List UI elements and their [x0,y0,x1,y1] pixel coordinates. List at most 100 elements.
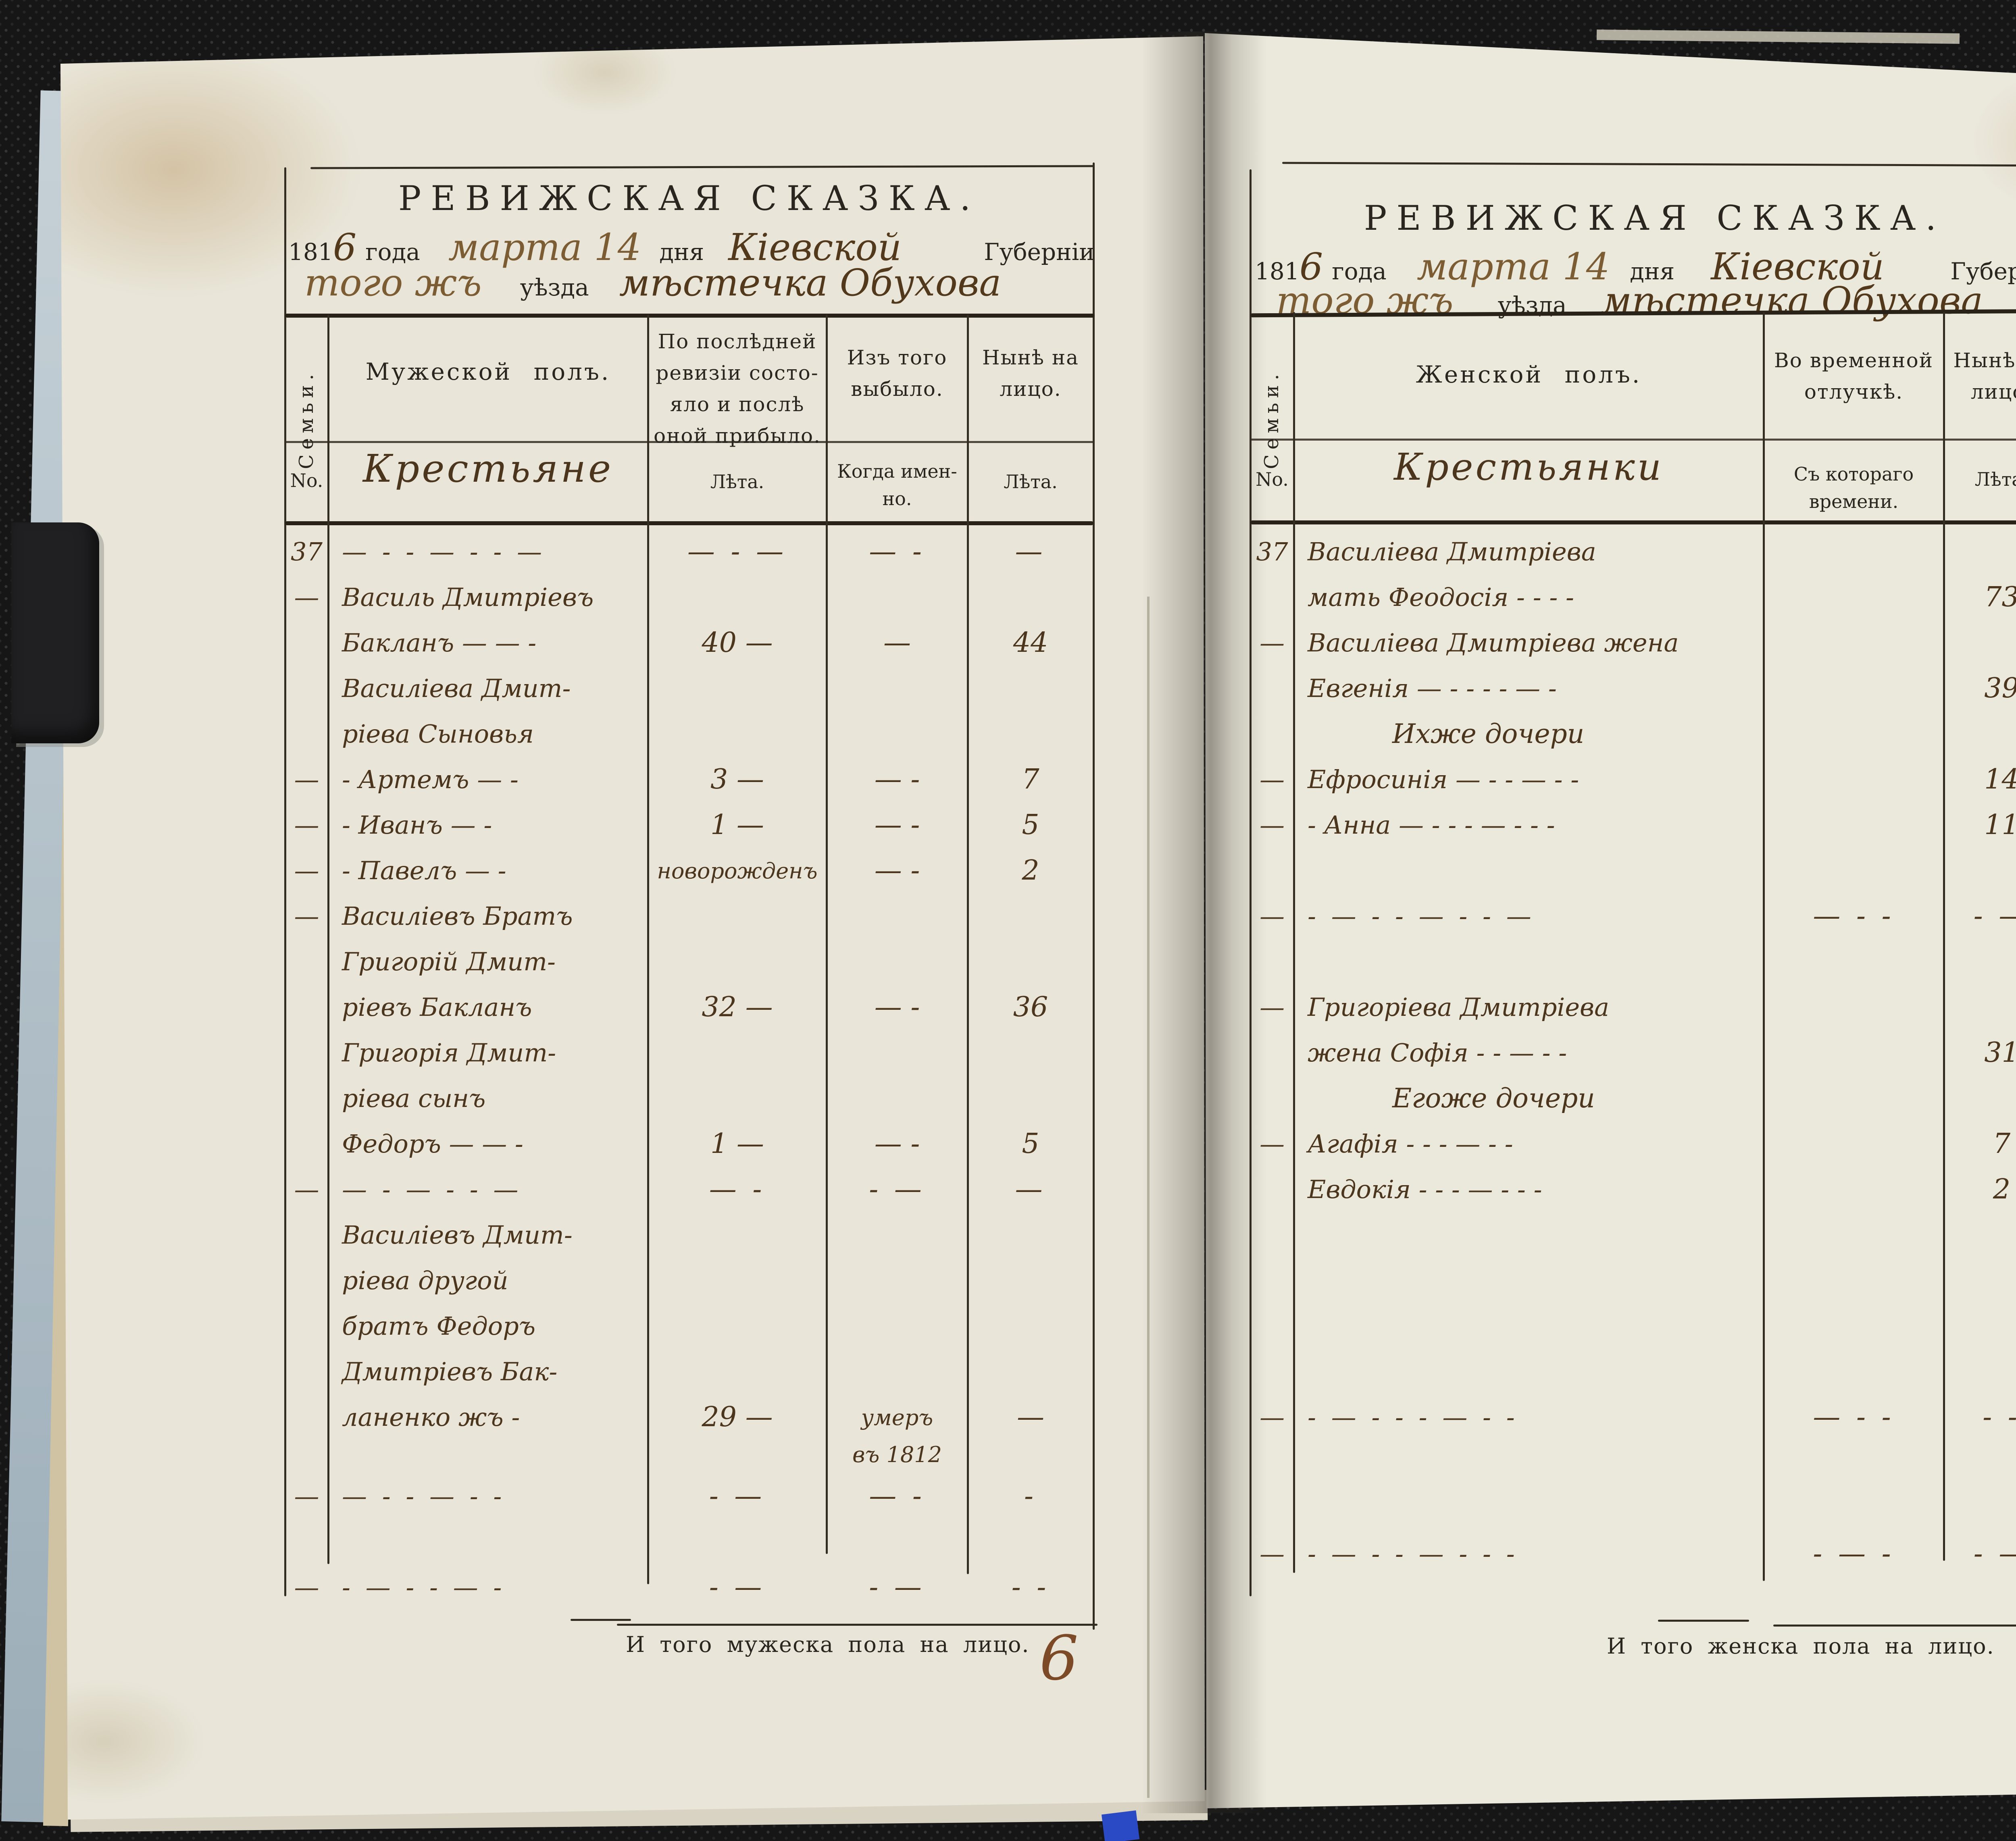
day-label: дня [659,238,704,266]
table-cell: Василіева Дмитріева жена [1308,628,1679,657]
table-cell [285,1212,328,1473]
table-cell: 5 [1022,809,1039,841]
table-cell: Григорія Дмит- [342,1038,556,1067]
table-cell: - — - - — - [328,1564,648,1610]
table-cell [1944,1303,2016,1349]
table-row [1250,1303,2016,1349]
table-cell: Евдокія - - - — - - - [1294,1167,1764,1212]
table-cell [1294,1349,1764,1394]
table-cell [648,1519,827,1564]
subheader-when: Когда имен- но. [837,460,957,510]
table-cell: — - [874,763,920,795]
table-cell: — - [869,1480,925,1512]
table-cell [1294,1485,1764,1531]
table-rule [1943,312,1945,1561]
table-row: 37 Василіева Дмитріева мать Феодосія - - -… [1250,529,2016,620]
table-cell: Василіевъ Братъ Григорій Дмит-ріевъ Бакла… [328,893,648,1030]
table-cell: 39 [1984,672,2016,704]
table-row: Евдокія - - - — - - - 2 [1250,1167,2016,1212]
table-cell [1764,1485,1944,1531]
province-handwritten: Кіевской [728,226,902,269]
table-rule [1093,162,1095,1630]
year-label: года [1332,258,1387,285]
table-cell: — [1015,1173,1046,1205]
table-cell [1294,848,1764,893]
table-rule [1293,312,1295,1573]
table-rule [826,314,828,1554]
place-handwritten: мѣстечка Обухова [1601,279,1983,322]
table-cell [1250,1167,1294,1212]
table-cell [1944,1258,2016,1303]
table-cell [1944,1212,2016,1258]
table-cell: — - [874,855,920,886]
column-header-family-label: Семьи. [1260,369,1283,469]
table-cell [1944,1485,2016,1531]
table-cell [1764,757,1944,802]
table-cell: — [1260,901,1285,931]
binder-clip [11,522,99,743]
table-row: — - — - - — - - — - — - - [285,1564,1093,1610]
table-cell: Василь Дмитріевъ [342,582,594,612]
table-cell: — [294,765,319,794]
table-cell: Григоріева Дмитріева [1308,992,1610,1022]
table-cell: 7 [1022,763,1039,795]
left-footer-label: И того мужеска пола на лицо. [626,1632,1030,1657]
table-cell: - — - - — - [342,1573,506,1602]
table-rule [1250,439,2016,441]
table-row [1250,848,2016,893]
column-header-female-sex: Женской полъ. [1416,361,1642,388]
table-cell: Егоже дочери [1392,1083,1595,1114]
table-row: Василіева Дмит-ріева Сыновья [285,666,1093,757]
table-cell: — - - — - - — [328,529,648,574]
table-rule [967,314,969,1574]
day-handwritten: марта 14 [448,226,641,269]
table-cell: умеръ въ 1812 [852,1405,942,1467]
table-rule [285,441,1093,443]
table-cell [1764,848,1944,893]
table-cell: — [294,582,319,612]
table-cell: Евгенія — - - - - — - [1308,674,1557,703]
table-cell: Агафія - - - — - - [1294,1121,1764,1167]
table-cell: — - [709,1173,766,1205]
table-cell: ланенко жъ - [342,1402,520,1432]
table-row: — Агафія - - - — - - 7 [1250,1121,2016,1167]
column-header-male-sex: Мужеской полъ. [365,358,611,385]
table-cell [1764,666,1944,711]
table-cell: — - - [1813,900,1895,932]
table-cell: — - - [1813,1401,1895,1433]
table-row: — Григоріева Дмитріева жена Софія - - — - … [1250,984,2016,1075]
table-row: — Ефросинія — - - — - - 14 [1250,757,2016,802]
table-cell [1944,1075,2016,1121]
table-cell: Ихже дочери [1392,718,1585,749]
table-row: — - Артемъ — - 3 — — - 7 [285,757,1093,802]
subheader-no: No. [1256,468,1289,490]
table-rule [1250,520,2016,524]
table-cell: - Павелъ — - [328,848,648,893]
table-cell [1294,939,1764,984]
table-cell: Дмитріевъ Бак- [342,1357,558,1386]
table-row: — — - - — - - - — — - - [285,1473,1093,1519]
table-cell: Федоръ — — - [342,1129,523,1159]
table-row: — - — - - — - - — — - - - — [1250,893,2016,939]
table-cell: - - [1983,1401,2016,1433]
subheader-peasant-women-handwritten: Крестьянки [1393,445,1664,489]
blue-tape [1101,1810,1140,1841]
table-cell: — - — - - — [342,1175,522,1204]
table-cell: - — - - - — - - [1294,1394,1764,1440]
table-row: Василіевъ Дмит-ріева другой братъ Федоръ Д… [285,1212,1093,1473]
table-cell: - — [1973,1538,2016,1570]
table-cell [1764,1349,1944,1394]
table-cell [285,666,328,757]
table-cell: — - [869,536,925,568]
table-cell [1944,1440,2016,1485]
table-row: — Василіевъ Братъ Григорій Дмит-ріевъ Бакл… [285,893,1093,1030]
table-cell: - — [869,1173,925,1205]
subheader-since-when: Съ котораго времени. [1793,463,1914,512]
table-cell: Василь Дмитріевъ Бакланъ — — - [328,574,648,666]
table-cell [1294,1258,1764,1303]
table-cell [827,666,968,757]
table-cell: 40 — [702,627,773,659]
column-header-away: Во временной отлучкѣ. [1774,349,1934,404]
